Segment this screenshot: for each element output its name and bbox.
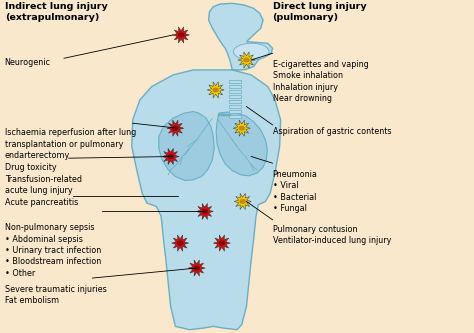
Polygon shape [229,100,241,103]
Circle shape [244,58,249,62]
Polygon shape [173,27,190,43]
Polygon shape [188,260,205,276]
Polygon shape [229,110,241,113]
Circle shape [219,241,224,245]
Polygon shape [207,82,224,98]
Polygon shape [196,203,213,219]
Circle shape [194,266,199,270]
Text: Aspiration of gastric contents: Aspiration of gastric contents [273,127,391,136]
Polygon shape [234,193,251,209]
Polygon shape [229,105,241,108]
Polygon shape [132,3,281,330]
Circle shape [168,155,173,158]
Polygon shape [162,149,179,165]
Polygon shape [229,115,241,118]
Polygon shape [229,85,241,88]
Polygon shape [172,235,189,251]
Text: Indirect lung injury
(extrapulmonary): Indirect lung injury (extrapulmonary) [5,2,108,22]
Circle shape [240,200,245,203]
Text: Non-pulmonary sepsis
• Abdominal sepsis
• Urinary tract infection
• Bloodstream : Non-pulmonary sepsis • Abdominal sepsis … [5,223,101,278]
Polygon shape [229,80,241,83]
Polygon shape [229,90,241,93]
Text: Ischaemia reperfusion after lung
transplantation or pulmonary
endarterectomy: Ischaemia reperfusion after lung transpl… [5,128,136,160]
Polygon shape [159,112,214,180]
Circle shape [202,210,207,213]
Polygon shape [216,112,267,176]
Circle shape [239,127,244,130]
Polygon shape [233,120,250,136]
Text: Severe traumatic injuries
Fat embolism: Severe traumatic injuries Fat embolism [5,285,107,305]
Polygon shape [213,235,230,251]
Polygon shape [167,120,184,136]
Text: Direct lung injury
(pulmonary): Direct lung injury (pulmonary) [273,2,366,22]
Text: Pulmonary contusion
Ventilator-induced lung injury: Pulmonary contusion Ventilator-induced l… [273,225,391,245]
Polygon shape [229,95,241,98]
Polygon shape [238,52,255,68]
Text: Acute pancreatitis: Acute pancreatitis [5,198,78,207]
Circle shape [179,33,183,37]
Circle shape [178,241,182,245]
Text: E-cigarettes and vaping
Smoke inhalation
Inhalation injury
Near drowning: E-cigarettes and vaping Smoke inhalation… [273,60,368,103]
Circle shape [213,88,218,92]
Text: Pneumonia
• Viral
• Bacterial
• Fungal: Pneumonia • Viral • Bacterial • Fungal [273,170,318,213]
Circle shape [173,127,178,130]
Text: Drug toxicity
Transfusion-related
acute lung injury: Drug toxicity Transfusion-related acute … [5,163,82,195]
Ellipse shape [233,43,269,60]
Text: Neurogenic: Neurogenic [5,58,51,67]
